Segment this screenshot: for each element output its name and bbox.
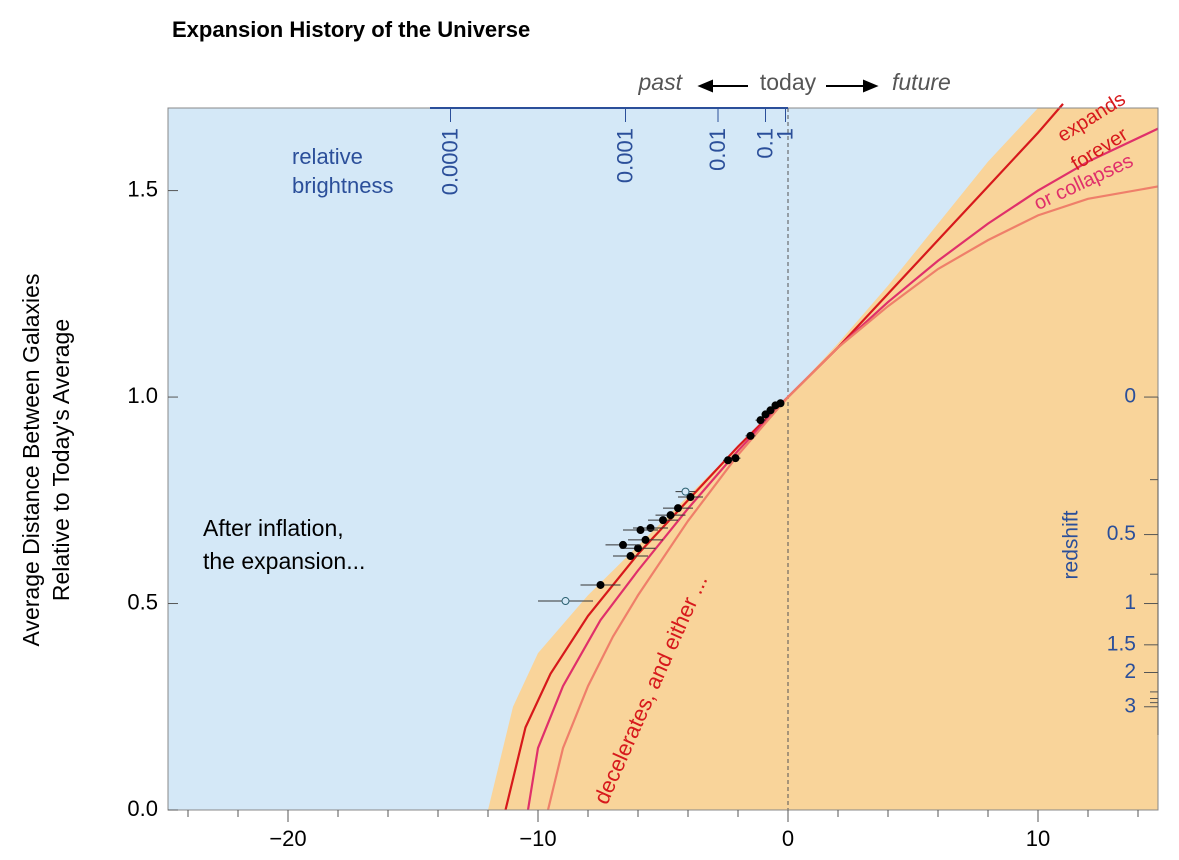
redshift-tick-label: 3 (1124, 694, 1136, 717)
supernova-point (756, 416, 765, 425)
past-label: past (638, 69, 684, 95)
y-tick-label: 0.5 (127, 589, 158, 614)
brightness-tick-label: 0.1 (752, 128, 777, 159)
redshift-tick-label: 0.5 (1107, 522, 1136, 545)
redshift-tick-label: 1 (1124, 591, 1136, 614)
inflation-note-line: After inflation, (203, 515, 344, 541)
x-tick-label: −10 (519, 826, 556, 851)
brightness-tick-label: 0.001 (612, 128, 637, 183)
brightness-tick-label: 0.01 (705, 128, 730, 171)
inflation-note-line: the expansion... (203, 548, 365, 574)
supernova-point (724, 456, 732, 465)
past-arrow (697, 79, 748, 93)
supernova-point (636, 526, 645, 535)
brightness-label: relative brightness (292, 144, 394, 198)
y-tick-label: 1.0 (127, 383, 158, 408)
supernova-point (596, 580, 605, 589)
x-tick-label: 0 (782, 826, 794, 851)
redshift-label: redshift (1060, 510, 1083, 579)
y-tick-label: 0.0 (127, 796, 158, 821)
supernova-point (731, 454, 740, 463)
supernova-point (619, 540, 627, 549)
redshift-tick-label: 0 (1124, 385, 1136, 408)
y-axis-label-line: Relative to Today's Average (48, 319, 74, 601)
supernova-point (626, 552, 635, 561)
x-tick-label: −20 (269, 826, 306, 851)
supernova-point (561, 597, 570, 606)
future-label: future (892, 69, 951, 95)
supernova-point (634, 544, 642, 553)
supernova-point (674, 504, 682, 513)
supernova-point (766, 406, 775, 415)
today-label: today (760, 69, 817, 95)
redshift-tick-label: 1.5 (1107, 632, 1136, 655)
supernova-point (686, 492, 695, 501)
brightness-tick-label: 1 (772, 128, 797, 140)
supernova-point (659, 516, 667, 525)
expansion-curve (546, 185, 1159, 811)
redshift-tick-label: 2 (1124, 660, 1136, 683)
supernova-point (681, 487, 690, 496)
supernova-point (761, 410, 770, 419)
future-region (488, 108, 1158, 810)
supernova-point (641, 535, 650, 544)
inflation-note: After inflation, the expansion... (203, 515, 365, 574)
y-tick-label: 1.5 (127, 176, 158, 201)
brightness-label-line: brightness (292, 173, 394, 198)
brightness-tick-label: 0.0001 (437, 128, 462, 195)
x-tick-label: 10 (1026, 826, 1050, 851)
supernova-point (771, 401, 780, 410)
chart-title: Expansion History of the Universe (172, 17, 530, 42)
supernova-point (746, 431, 755, 440)
brightness-label-line: relative (292, 144, 363, 169)
future-arrow (826, 79, 879, 93)
y-axis-label-line: Average Distance Between Galaxies (18, 274, 44, 647)
supernova-point (666, 511, 675, 520)
y-axis-label: Average Distance Between Galaxies Relativ… (18, 274, 74, 647)
